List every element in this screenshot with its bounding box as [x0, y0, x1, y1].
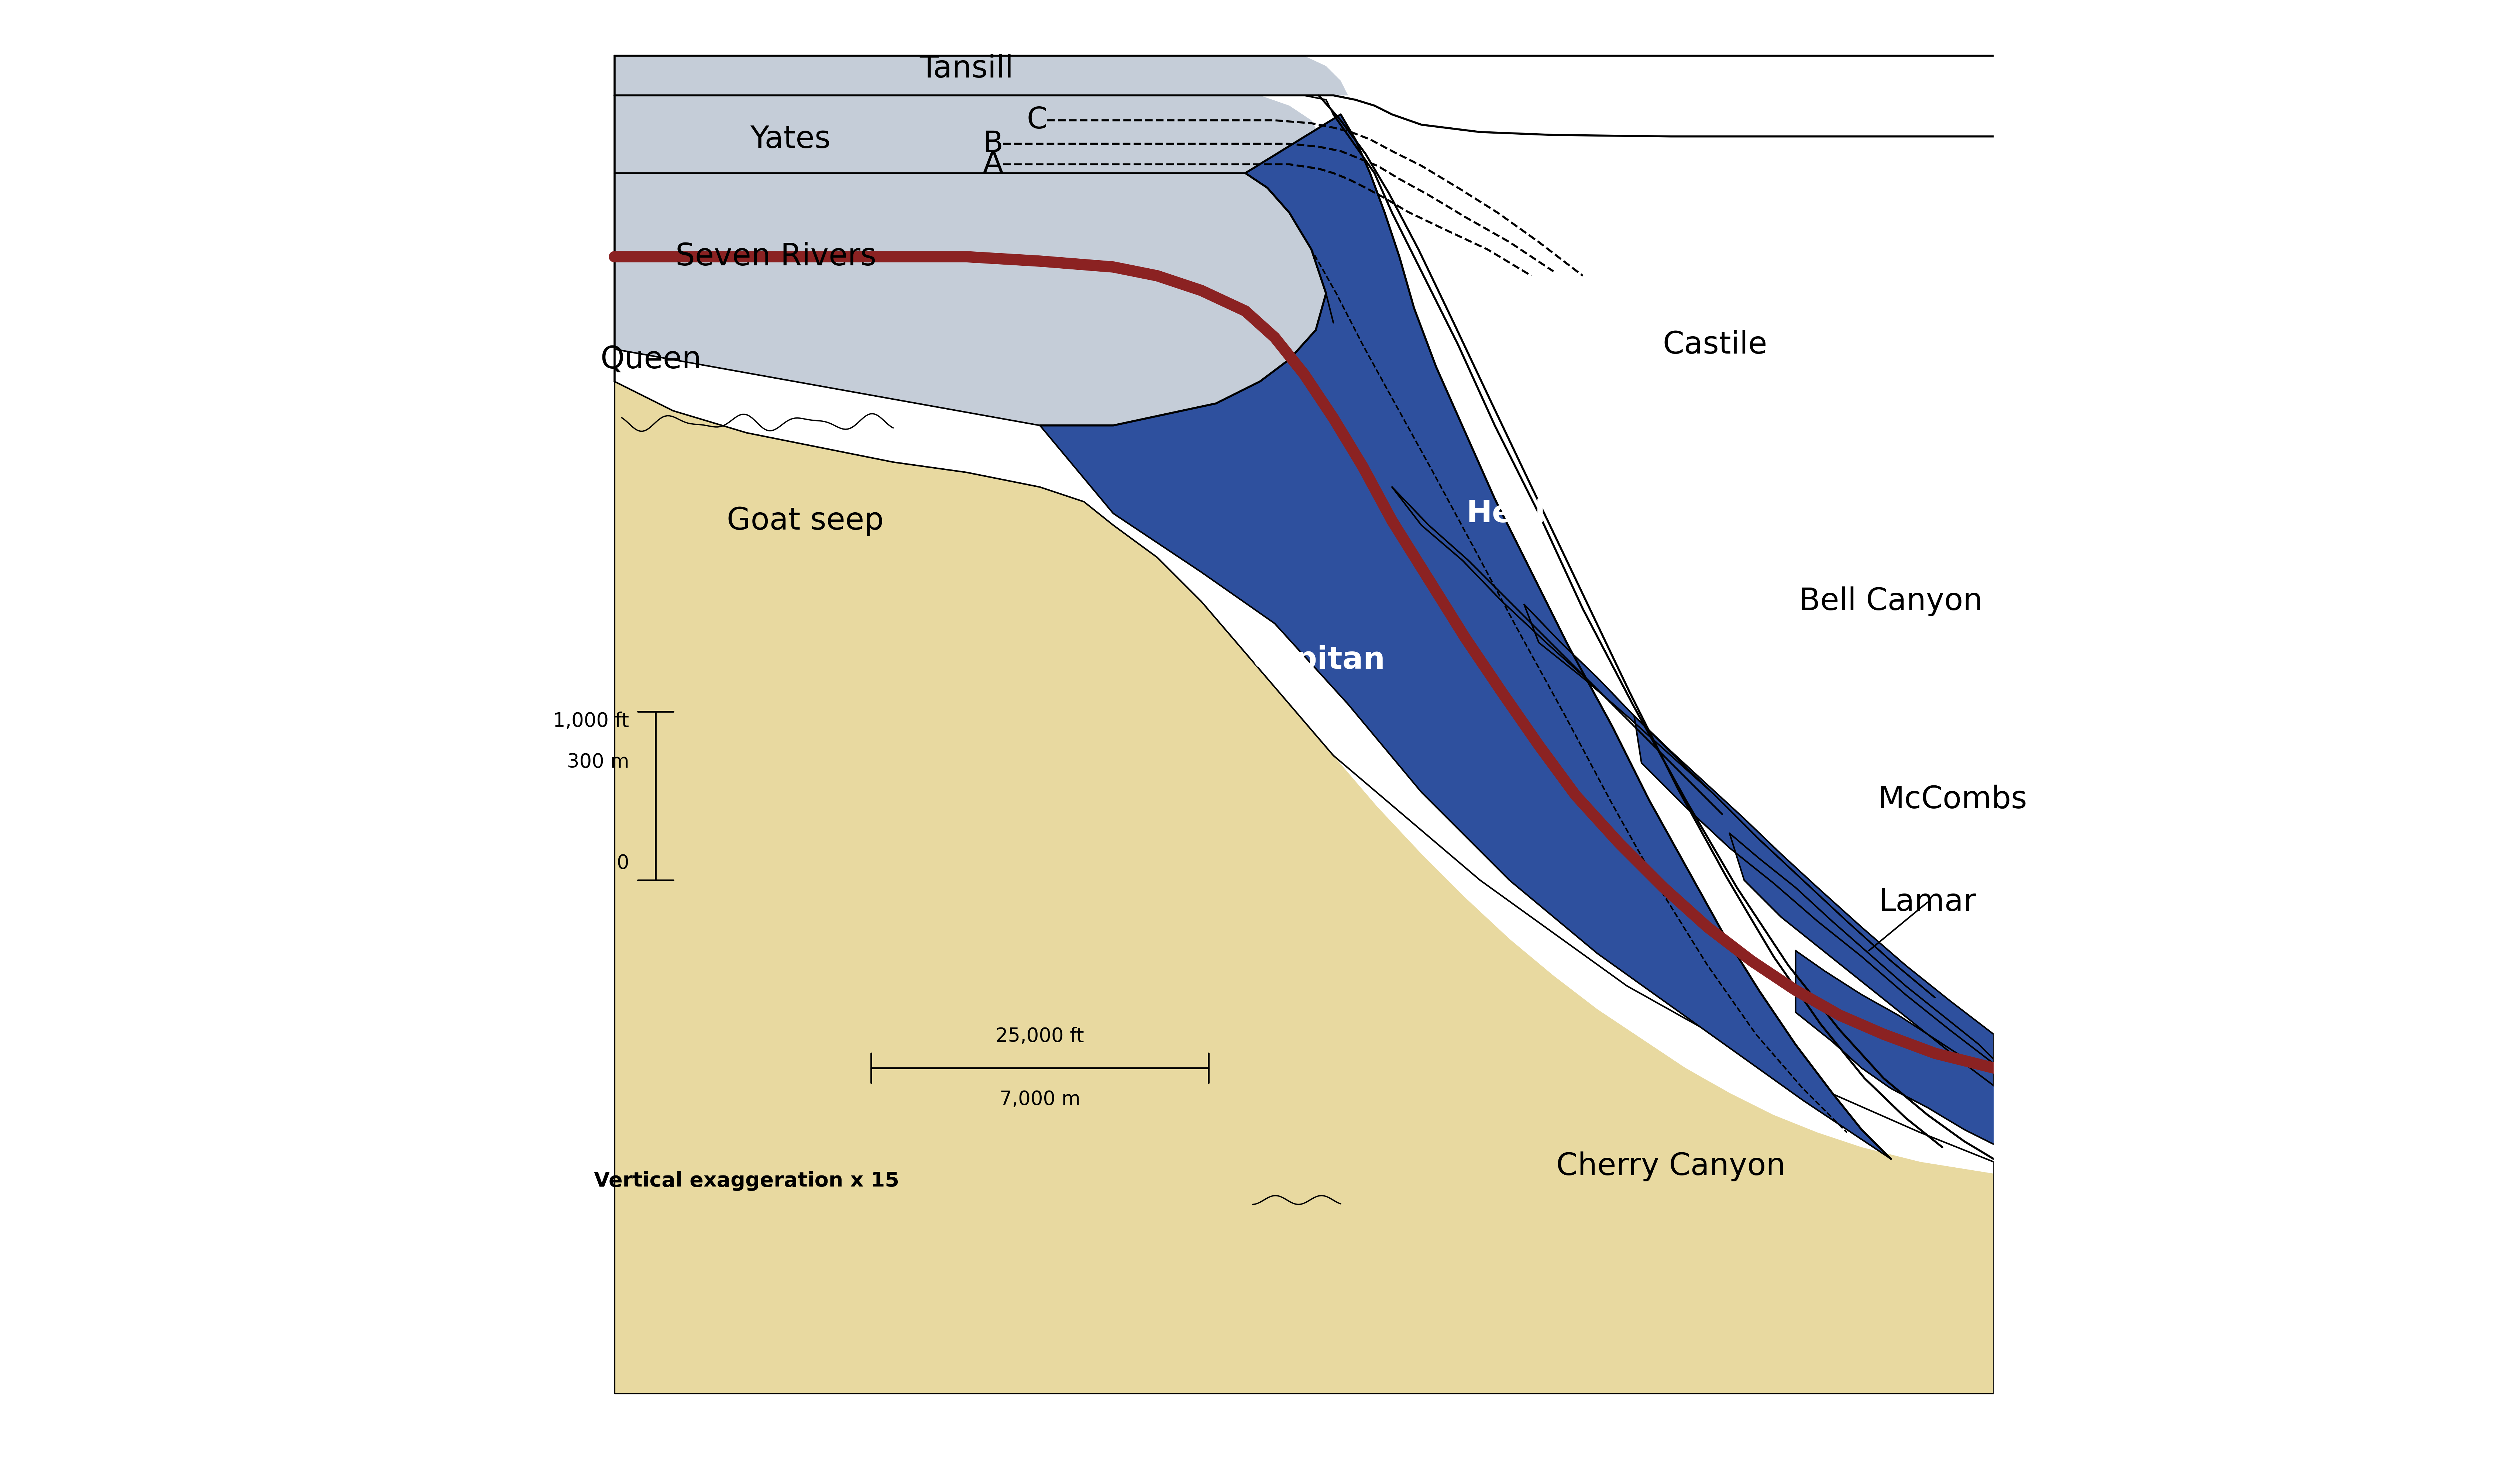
Polygon shape — [615, 173, 1326, 425]
Text: Seven Rivers: Seven Rivers — [675, 242, 877, 271]
Text: Castile: Castile — [1663, 330, 1767, 359]
Polygon shape — [615, 95, 1333, 173]
Text: Bader: Bader — [1693, 711, 1794, 741]
Text: Goat seep: Goat seep — [726, 506, 885, 535]
Polygon shape — [615, 381, 1993, 1394]
Text: 300 m: 300 m — [567, 753, 630, 772]
Polygon shape — [615, 56, 1348, 95]
Text: Vertical exaggeration x 15: Vertical exaggeration x 15 — [595, 1171, 900, 1191]
Polygon shape — [1041, 114, 1890, 1159]
Polygon shape — [1797, 951, 1993, 1144]
Text: B: B — [983, 129, 1003, 158]
Text: Lamar: Lamar — [1880, 888, 1976, 917]
Text: 7,000 m: 7,000 m — [1000, 1090, 1081, 1109]
Text: Queen: Queen — [600, 345, 701, 374]
Text: Yates: Yates — [751, 125, 832, 154]
Text: McCombs: McCombs — [1877, 785, 2026, 814]
Polygon shape — [1391, 487, 1721, 814]
Text: C: C — [1026, 106, 1048, 135]
Text: A: A — [983, 150, 1003, 179]
Text: 1,000 ft: 1,000 ft — [552, 711, 630, 731]
Text: 0: 0 — [617, 854, 630, 873]
Text: Tansill: Tansill — [920, 54, 1013, 84]
Text: Pinery: Pinery — [1600, 609, 1711, 638]
Text: Bell Canyon: Bell Canyon — [1799, 587, 1983, 616]
Text: Hegler: Hegler — [1467, 499, 1583, 528]
Text: Cherry Canyon: Cherry Canyon — [1557, 1152, 1787, 1181]
Polygon shape — [1729, 833, 1993, 1086]
Text: 25,000 ft: 25,000 ft — [995, 1027, 1084, 1046]
Text: Capitan: Capitan — [1252, 645, 1386, 675]
Polygon shape — [1525, 604, 1935, 998]
Polygon shape — [1633, 716, 1993, 1064]
